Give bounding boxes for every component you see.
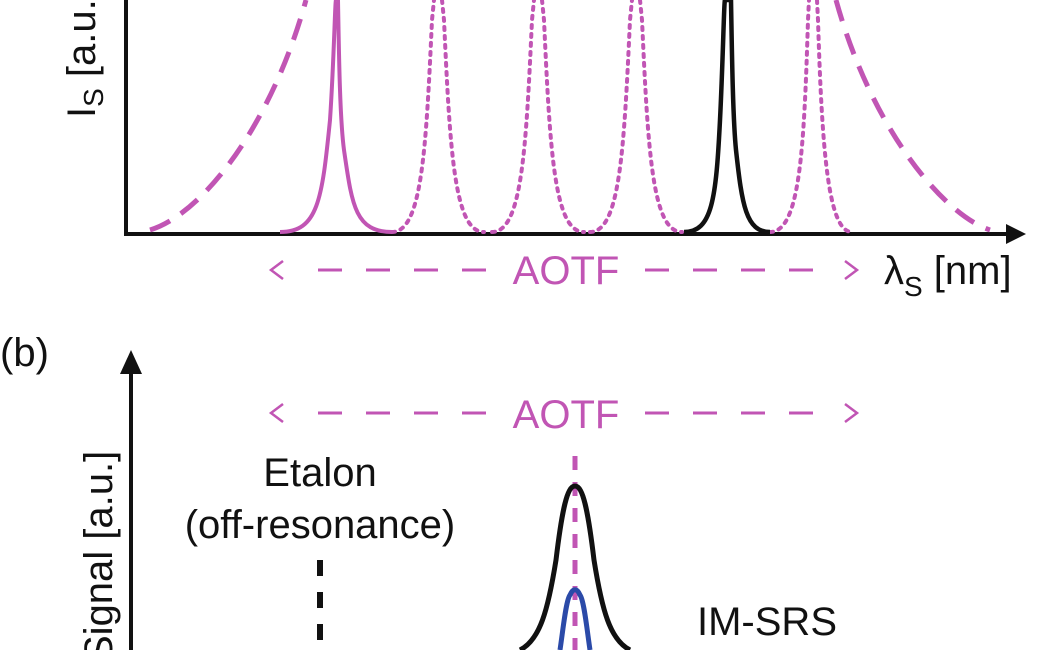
dotted-peak-4 [768,0,854,234]
dotted-peak-2 [490,0,586,234]
panel-a: IS [a.u.] AOTF λS [nm] [60,0,1026,302]
panel-b-label: (b) [0,331,49,375]
panel-b-y-label: Signal [a.u.] [77,451,121,650]
signal-peak-blue [557,587,593,650]
panel-a-y-label: IS [a.u.] [60,0,109,118]
panel-a-aotf-label: AOTF [513,249,620,293]
panel-a-x-label: λS [nm] [884,249,1012,302]
imsrs-label: IM-SRS [697,600,837,644]
etalon-label-line1: Etalon [263,451,376,495]
panel-b-aotf-label: AOTF [513,393,620,437]
black-peak [683,0,771,235]
etalon-label-line2: (off-resonance) [185,503,456,547]
aotf-envelope-curve [149,0,991,233]
panel-a-aotf-range-arrow [268,260,860,280]
signal-peak-black [518,483,632,650]
panel-b-aotf-range-arrow [268,403,860,423]
solid-magenta-peak [279,0,393,234]
dotted-peak-1 [390,0,486,234]
panel-b-y-axis-arrowhead [120,350,142,374]
panel-b: (b) Signal [a.u.] AOTF Etalon (off-reson… [0,331,860,650]
dotted-peak-3 [588,0,684,234]
